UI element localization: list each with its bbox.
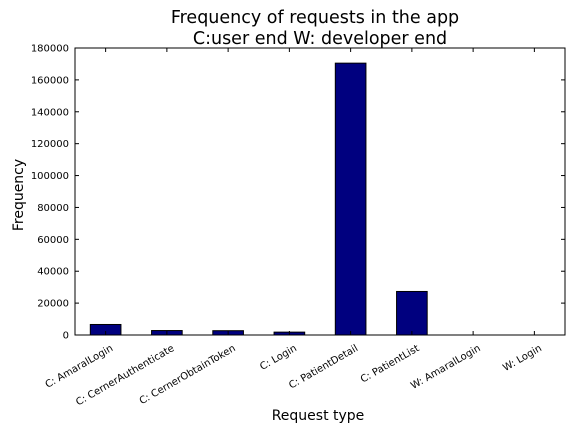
y-tick-label: 0 — [63, 331, 69, 342]
bar-5 — [334, 62, 367, 336]
chart-title-line2: C:user end W: developer end — [193, 29, 447, 49]
y-axis-ticks: 0 20000 40000 60000 80000 100000 120000 140000 1… — [31, 44, 565, 342]
y-tick-label: 100000 — [31, 171, 69, 182]
y-tick-label: 120000 — [31, 139, 69, 150]
x-axis-label: Request type — [272, 408, 365, 424]
y-tick-label: 80000 — [37, 203, 69, 214]
x-tick-label: W: AmaralLogin — [409, 343, 483, 392]
x-tick-label: C: Login — [258, 343, 299, 373]
chart-title-line1: Frequency of requests in the app — [171, 8, 459, 28]
x-tick-label: C: CernerAuthenticate — [74, 343, 176, 408]
y-tick-label: 140000 — [31, 107, 69, 118]
y-tick-label: 20000 — [37, 299, 69, 310]
plot-frame — [74, 47, 566, 336]
bars-group — [89, 62, 428, 336]
y-tick-label: 160000 — [31, 75, 69, 86]
x-tick-label: C: PatientList — [359, 343, 422, 385]
bar-6 — [396, 290, 428, 336]
y-tick-label: 60000 — [37, 235, 69, 246]
x-tick-label: C: PatientDetail — [287, 343, 360, 391]
y-tick-label: 40000 — [37, 267, 69, 278]
x-tick-label: W: Login — [501, 343, 544, 374]
y-tick-label: 180000 — [31, 44, 69, 55]
y-axis-label: Frequency — [11, 159, 27, 231]
